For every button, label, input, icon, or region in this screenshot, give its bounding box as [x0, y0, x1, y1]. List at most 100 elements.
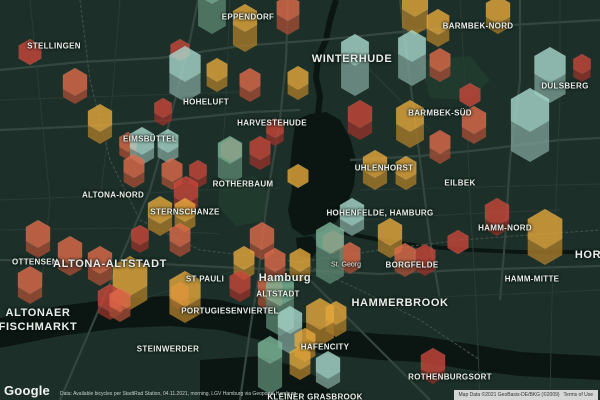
hex-column-side: [169, 280, 201, 323]
hex-column-side: [266, 123, 284, 146]
hex-column: [157, 128, 179, 163]
hex-column-side: [339, 205, 365, 236]
place-label: STERNSCHANZE: [150, 207, 220, 217]
place-label: PORTUGIESENVIERTEL: [181, 306, 279, 316]
hex-column-top: [315, 350, 341, 380]
hex-column-top: [401, 0, 429, 18]
hex-column-side: [239, 74, 261, 102]
hex-column: [287, 65, 309, 100]
hex-column: [62, 67, 88, 104]
hex-column-top: [287, 65, 309, 91]
hex-column-top: [305, 297, 335, 331]
hex-column: [232, 3, 258, 52]
alster-lake: [288, 112, 356, 236]
hex-column-top: [362, 149, 388, 179]
hex-column-top: [429, 129, 451, 155]
hex-column-side: [396, 108, 424, 148]
hex-column-side: [510, 99, 550, 162]
hex-column-side: [206, 64, 228, 92]
hex-column-top: [572, 53, 592, 75]
hex-column: [397, 29, 427, 86]
hex-column: [461, 105, 487, 144]
hex-column-side: [169, 55, 201, 102]
hex-column: [534, 46, 566, 103]
hex-column: [168, 45, 202, 102]
hex-column-top: [484, 197, 510, 227]
hex-column-top: [161, 157, 183, 183]
hex-column-side: [362, 157, 388, 190]
map-data-attribution: Map Data ©2021 GeoBasis-DE/BKG (©2009) Te…: [453, 390, 598, 400]
hex-column-top: [157, 128, 179, 154]
hex-column: [510, 87, 550, 162]
hex-column-top: [294, 327, 316, 353]
hex-column-side: [131, 230, 149, 253]
place-label: HAMM-NORD: [478, 223, 532, 233]
hex-column-side: [414, 250, 436, 276]
hex-column-top: [123, 153, 145, 179]
place-label: FISCHMARKT: [0, 321, 78, 333]
hex-column-top: [377, 217, 403, 247]
hex-column-side: [198, 0, 226, 34]
place-label: HAMM-MITTE: [504, 274, 560, 284]
hex-column: [25, 219, 51, 258]
hex-column-side: [229, 276, 251, 302]
hex-column-side: [109, 294, 131, 322]
hex-column-top: [340, 33, 370, 67]
hex-column: [276, 0, 300, 35]
alster-river-north: [312, 0, 339, 115]
hex-column-top: [57, 235, 83, 265]
place-label: HAFENCITY: [300, 342, 350, 352]
hex-column-side: [57, 243, 83, 276]
hex-column-top: [395, 155, 417, 181]
hex-column-top: [287, 163, 309, 189]
hex-column-side: [25, 227, 51, 258]
hex-column-top: [426, 8, 450, 36]
hex-column-top: [527, 208, 563, 250]
place-label: EILBEK: [444, 178, 476, 188]
place-label: DULSBERG: [541, 81, 589, 91]
hex-column-top: [347, 99, 373, 129]
hex-column-side: [154, 103, 172, 126]
hex-column: [289, 345, 311, 380]
hex-column: [484, 197, 510, 236]
hex-column-side: [315, 358, 341, 389]
place-label: STELLINGEN: [27, 41, 81, 51]
hex-column-side: [461, 113, 487, 144]
place-label: HOR: [574, 249, 600, 261]
hex-column-top: [394, 242, 416, 268]
hex-column-top: [289, 247, 311, 273]
hex-column-side: [347, 107, 373, 140]
place-label: HARVESTEHUDE: [237, 118, 307, 128]
terms-of-use-link[interactable]: Terms of Use: [563, 392, 593, 398]
hex-column-top: [289, 345, 311, 371]
hex-column: [169, 222, 191, 257]
hex-column: [339, 241, 361, 274]
place-label: KLEINER GRASBROOK: [267, 392, 363, 400]
hex-column-top: [25, 219, 51, 249]
place-label: BARMBEK-NORD: [442, 21, 514, 31]
hex-column-top: [249, 135, 271, 161]
hex-column-side: [232, 11, 258, 52]
hex-column-top: [429, 47, 451, 73]
hex-column: [229, 269, 251, 302]
hex-column-top: [264, 247, 286, 273]
place-label: ALTONA-NORD: [81, 190, 145, 200]
hex-column-top: [17, 265, 43, 295]
hex-column-top: [206, 57, 228, 83]
hex-column-side: [527, 219, 563, 265]
hex-column-top: [109, 287, 131, 313]
hex-column-side: [485, 3, 511, 34]
place-label: ROTHENBURGSORT: [408, 372, 492, 382]
hex-column: [429, 47, 451, 82]
hex-column-top: [257, 335, 283, 365]
railways: [79, 0, 600, 361]
hex-column: [429, 129, 451, 164]
hex-column-top: [315, 221, 345, 255]
hex-column: [315, 350, 341, 389]
hex-column-top: [447, 229, 469, 255]
hex-column: [420, 347, 446, 384]
hex-column-top: [233, 245, 255, 271]
hex-column-side: [426, 15, 450, 47]
